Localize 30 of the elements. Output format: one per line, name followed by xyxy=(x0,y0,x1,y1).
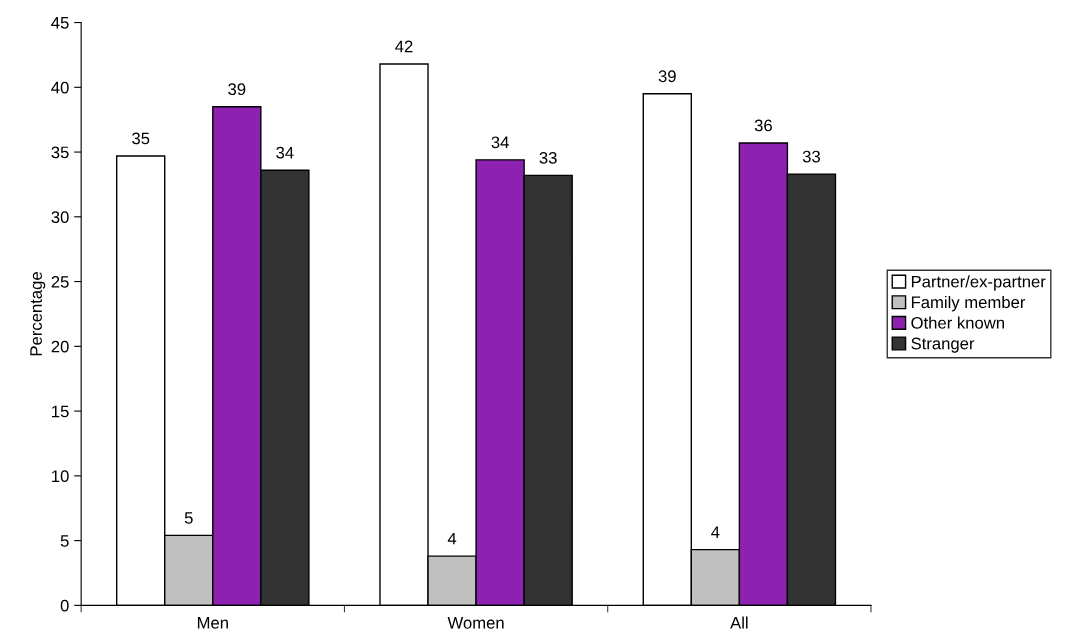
legend-label: Partner/ex-partner xyxy=(911,275,1046,291)
y-tick-label: 35 xyxy=(51,146,69,159)
data-label: 39 xyxy=(228,83,246,96)
data-label: 33 xyxy=(802,150,820,163)
data-label: 34 xyxy=(276,146,294,159)
legend-label: Other known xyxy=(911,316,1004,329)
y-tick-label: 10 xyxy=(52,470,69,483)
data-label: 35 xyxy=(132,132,150,145)
x-tick-label: Men xyxy=(197,617,228,629)
data-label: 39 xyxy=(658,70,676,83)
y-tick-label: 20 xyxy=(51,340,69,353)
x-tick-label: All xyxy=(730,616,748,629)
data-label: 36 xyxy=(754,119,772,132)
data-label: 33 xyxy=(539,151,557,164)
data-label: 5 xyxy=(184,512,193,524)
data-label: 4 xyxy=(447,532,457,545)
y-tick-label: 15 xyxy=(52,405,69,418)
x-tick-label: Women xyxy=(447,617,504,629)
y-axis-title: Percentage xyxy=(30,272,46,356)
y-tick-label: 30 xyxy=(51,211,69,224)
legend-label: Stranger xyxy=(911,337,975,353)
y-tick-label: 25 xyxy=(51,275,69,288)
data-label: 42 xyxy=(395,40,413,53)
data-label: 34 xyxy=(491,136,509,149)
y-tick-label: 40 xyxy=(51,81,69,94)
y-tick-label: 0 xyxy=(60,599,69,612)
legend-label: Family member xyxy=(911,295,1026,312)
y-tick-label: 5 xyxy=(60,535,69,547)
data-label: 4 xyxy=(711,526,720,538)
y-tick-label: 45 xyxy=(51,17,69,29)
